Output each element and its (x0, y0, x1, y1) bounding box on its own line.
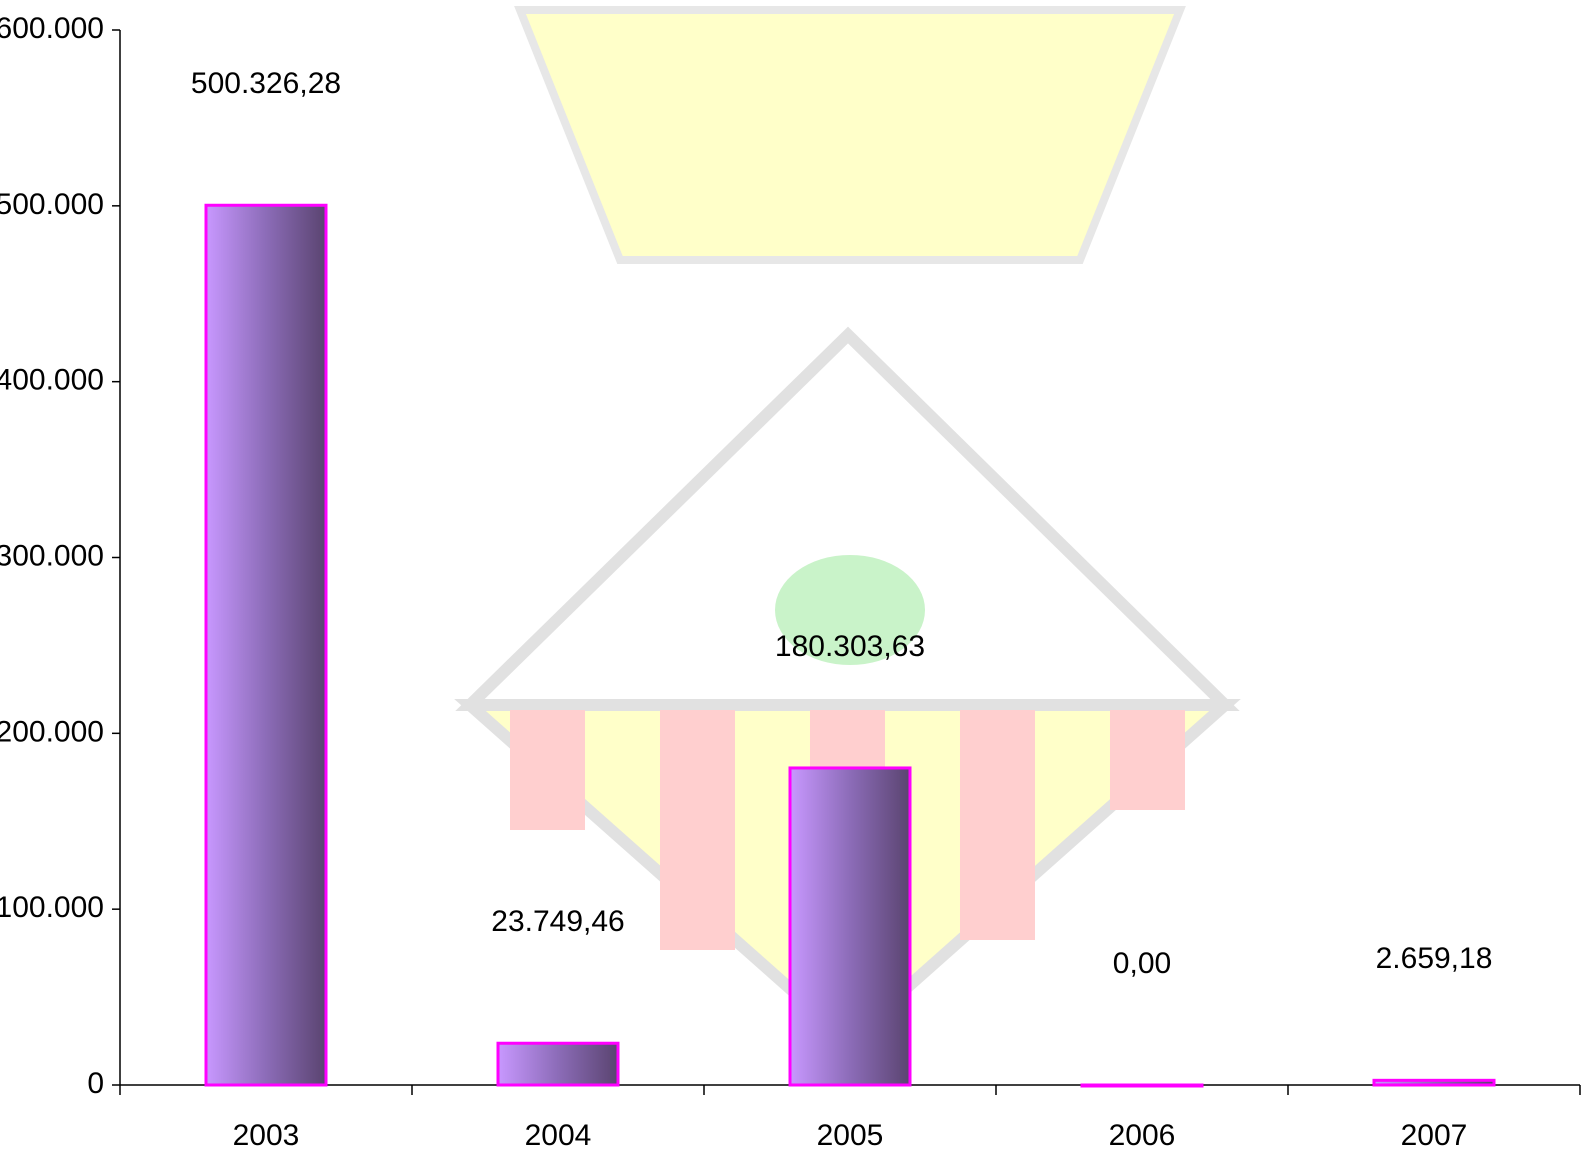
chart: 0 100.000 200.000 300.000 400.000 500.000 600.… (0, 0, 1585, 1170)
y-tick-label: 400.000 (0, 364, 104, 397)
y-tick-label: 600.000 (0, 12, 104, 45)
y-tick-label: 300.000 (0, 539, 104, 572)
y-tick-label: 500.000 (0, 188, 104, 221)
data-label: 0,00 (1113, 947, 1171, 980)
bar (1374, 1080, 1494, 1085)
x-tick-label: 2005 (817, 1119, 884, 1152)
x-tick-label: 2006 (1109, 1119, 1176, 1152)
y-tick-label: 200.000 (0, 715, 104, 748)
data-label: 23.749,46 (491, 905, 624, 938)
data-label: 2.659,18 (1376, 942, 1493, 975)
x-tick-label: 2007 (1401, 1119, 1468, 1152)
y-tick-label: 100.000 (0, 891, 104, 924)
bar (790, 768, 910, 1085)
x-tick-label: 2003 (233, 1119, 300, 1152)
bar (498, 1043, 618, 1085)
data-label: 500.326,28 (191, 67, 341, 100)
y-tick-label: 0 (87, 1067, 104, 1100)
data-label: 180.303,63 (775, 630, 925, 663)
bar (206, 205, 326, 1085)
x-tick-label: 2004 (525, 1119, 592, 1152)
bar (1082, 1085, 1202, 1086)
